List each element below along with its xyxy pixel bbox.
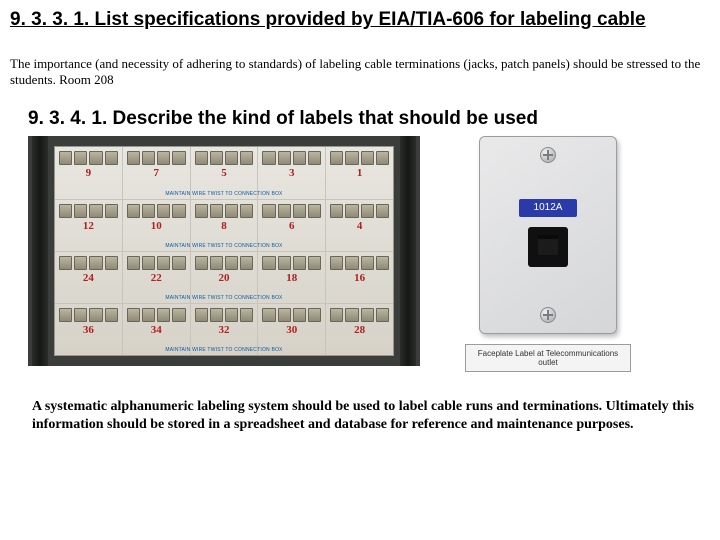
faceplate-figure: 1012A Faceplate Label at Telecommunicati… [468,136,628,372]
faceplate-label: 1012A [519,199,577,217]
patch-panel-figure: 9 7 5 3 1 MAINTAIN WIRE TWIST TO CONNECT… [28,136,420,366]
screw-icon [540,307,556,323]
port-number: 9 [55,167,122,179]
patch-panel-body: 9 7 5 3 1 MAINTAIN WIRE TWIST TO CONNECT… [54,146,394,356]
rack-rail-left [32,136,48,366]
row-caption: MAINTAIN WIRE TWIST TO CONNECTION BOX [55,191,393,197]
intro-paragraph: The importance (and necessity of adherin… [10,56,710,89]
section-heading-9331: 9. 3. 3. 1. List specifications provided… [10,8,710,32]
patch-panel-row: 9 7 5 3 1 MAINTAIN WIRE TWIST TO CONNECT… [55,147,393,198]
section-heading-9341: 9. 3. 4. 1. Describe the kind of labels … [28,108,710,130]
rj45-jack-icon [528,227,568,267]
document-page: 9. 3. 3. 1. List specifications provided… [0,0,720,445]
wall-plate: 1012A [479,136,617,334]
screw-icon [540,147,556,163]
closing-paragraph: A systematic alphanumeric labeling syste… [32,398,696,434]
faceplate-caption: Faceplate Label at Telecommunications ou… [465,344,631,372]
rack-rail-right [400,136,416,366]
figure-row: 9 7 5 3 1 MAINTAIN WIRE TWIST TO CONNECT… [28,136,710,372]
